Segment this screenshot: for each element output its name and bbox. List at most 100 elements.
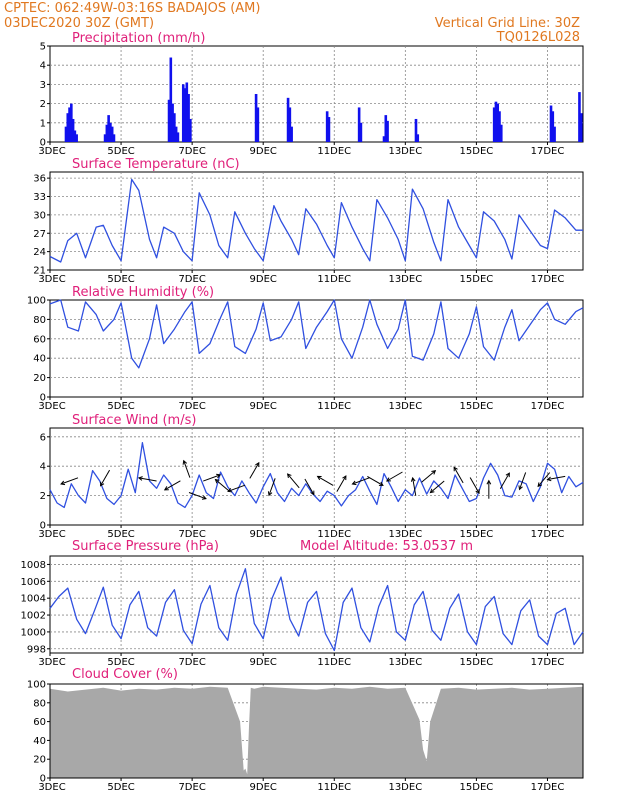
precip-bar — [73, 130, 77, 142]
station-title: CPTEC: 062:49W-03:16S BADAJOS (AM) — [4, 1, 260, 16]
grid-line-note: Vertical Grid Line: 30Z — [435, 16, 580, 31]
y-tick-label: 40 — [33, 354, 46, 365]
y-tick-label: 40 — [33, 736, 46, 747]
precip-bar — [416, 134, 420, 142]
x-tick-label: 13DEC — [388, 529, 422, 540]
precip-bar — [494, 101, 498, 142]
wind-arrow — [164, 480, 181, 491]
wind-arrow-head — [286, 473, 292, 479]
wind-arrow — [499, 472, 510, 489]
x-tick-label: 5DEC — [107, 401, 134, 412]
wind-arrow-head — [201, 495, 207, 500]
panel-0: Precipitation (mm/h) 0 1 2 3 4 5 3DEC 5DEC 7DEC 9D… — [38, 31, 584, 157]
wind-arrow-head — [214, 478, 220, 484]
x-tick-label: 15DEC — [460, 657, 494, 668]
precip-bar — [498, 111, 501, 142]
wind-arrow-head — [546, 476, 552, 482]
precip-bar — [68, 107, 71, 142]
y-tick-label: 1000 — [21, 627, 46, 638]
wind-arrow-head — [486, 479, 492, 485]
y-tick-label: 1 — [40, 118, 46, 129]
y-tick-label: 20 — [33, 755, 46, 766]
x-tick-label: 9DEC — [250, 146, 277, 157]
wind-arrow — [304, 478, 315, 495]
x-tick-label: 9DEC — [250, 274, 277, 285]
wind-arrow — [183, 460, 191, 478]
precip-bar — [103, 134, 107, 142]
x-tick-label: 9DEC — [250, 782, 277, 793]
precip-bar — [359, 122, 363, 142]
x-tick-label: 5DEC — [107, 657, 134, 668]
panel-title: Surface Pressure (hPa) — [72, 539, 219, 554]
precip-bar — [112, 134, 116, 142]
wind-arrow-head — [351, 480, 357, 486]
wind-arrow — [249, 462, 260, 479]
x-tick-label: 11DEC — [317, 401, 351, 412]
precip-bar — [189, 118, 192, 142]
x-tick-label: 17DEC — [531, 146, 565, 157]
precip-bar — [185, 82, 189, 142]
precip-bar — [176, 132, 180, 142]
precip-bar — [167, 99, 171, 142]
y-tick-label: 80 — [33, 315, 46, 326]
panel-5: Cloud Cover (%) 0 20 40 60 80 100 3DEC 5DEC 7DEC 9… — [27, 667, 584, 793]
precip-bar — [171, 103, 174, 142]
wind-arrow — [430, 480, 445, 493]
precip-bar — [290, 126, 293, 142]
precip-bar — [64, 126, 68, 142]
wind-arrow — [537, 472, 551, 487]
wind-arrow — [412, 477, 417, 496]
x-tick-label: 11DEC — [317, 529, 351, 540]
y-tick-label: 21 — [33, 266, 46, 277]
x-tick-label: 3DEC — [38, 782, 65, 793]
x-tick-label: 17DEC — [531, 657, 565, 668]
y-tick-label: 1002 — [21, 611, 46, 622]
y-tick-label: 60 — [33, 334, 46, 345]
precip-bar — [254, 94, 258, 142]
y-tick-label: 24 — [33, 247, 46, 258]
series-line — [49, 178, 583, 263]
y-tick-label: 0 — [40, 138, 46, 149]
wind-arrow-head — [431, 470, 437, 475]
wind-arrow-head — [475, 489, 480, 495]
x-tick-label: 11DEC — [317, 782, 351, 793]
x-tick-label: 17DEC — [531, 529, 565, 540]
precip-bar — [492, 107, 496, 142]
panel-title: Cloud Cover (%) — [72, 667, 178, 682]
panel-3: Surface Wind (m/s) 0 2 4 6 3DEC 5DEC 7DEC 9DEC 11… — [38, 413, 584, 540]
precip-bar — [109, 122, 112, 142]
panel-frame — [49, 299, 584, 398]
x-tick-label: 17DEC — [531, 401, 565, 412]
x-tick-label: 15DEC — [460, 529, 494, 540]
precip-bar — [107, 115, 110, 142]
panel-frame — [49, 171, 584, 271]
precip-bar — [66, 113, 70, 142]
wind-arrow-head — [429, 488, 435, 494]
x-tick-label: 3DEC — [38, 529, 65, 540]
precip-bar — [551, 111, 555, 142]
cloud-area — [50, 686, 583, 778]
x-tick-label: 5DEC — [107, 529, 134, 540]
x-tick-label: 11DEC — [317, 274, 351, 285]
x-tick-label: 5DEC — [107, 782, 134, 793]
wind-arrow — [317, 475, 334, 486]
y-tick-label: 27 — [33, 229, 46, 240]
x-tick-label: 11DEC — [317, 657, 351, 668]
x-tick-label: 13DEC — [388, 401, 422, 412]
wind-arrow — [547, 475, 566, 481]
precip-bar — [325, 111, 329, 142]
wind-arrow-head — [163, 486, 169, 491]
precip-bar — [549, 105, 553, 142]
wind-arrow — [519, 472, 527, 490]
panel-title: Surface Wind (m/s) — [72, 413, 196, 428]
y-tick-label: 3 — [40, 80, 46, 91]
x-tick-label: 5DEC — [107, 274, 134, 285]
wind-arrow-head — [505, 472, 510, 478]
wind-arrow-head — [137, 476, 143, 481]
wind-arrow-head — [216, 473, 222, 479]
x-tick-label: 15DEC — [460, 401, 494, 412]
x-tick-label: 7DEC — [178, 274, 205, 285]
y-tick-label: 4 — [40, 61, 46, 72]
wind-arrow — [386, 471, 403, 482]
